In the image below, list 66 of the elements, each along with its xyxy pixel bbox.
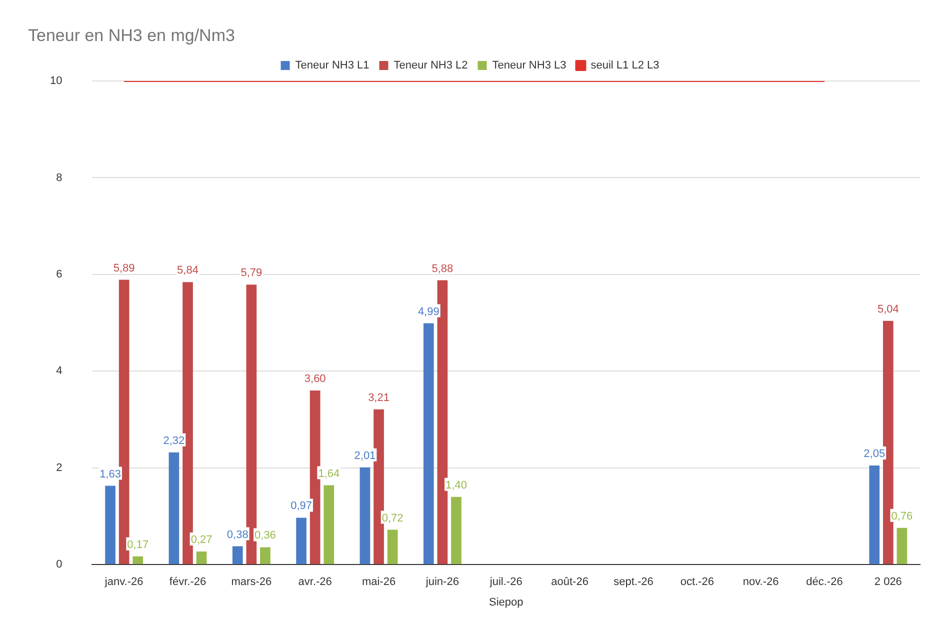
bar — [132, 556, 144, 564]
bar — [182, 282, 193, 564]
x-tick-label: févr.-26 — [169, 576, 206, 588]
data-label: 0,97 — [290, 500, 312, 512]
y-tick-label: 4 — [56, 365, 62, 378]
data-label: 2,05 — [864, 448, 886, 460]
bar — [296, 518, 306, 564]
bar — [896, 528, 908, 564]
legend-label: Teneur NH3 L2 — [394, 60, 468, 72]
x-tick-label: avr.-26 — [298, 576, 332, 588]
legend-label: Teneur NH3 L3 — [492, 60, 566, 72]
data-label: 1,40 — [446, 479, 467, 492]
data-label: 2,01 — [354, 450, 376, 462]
x-tick-label: sept.-26 — [614, 576, 654, 588]
bar — [437, 280, 448, 564]
bar — [232, 546, 243, 564]
x-tick-label: déc.-26 — [806, 576, 843, 588]
data-label: 3,60 — [304, 373, 326, 386]
y-tick-label: 8 — [56, 172, 62, 184]
bar — [310, 390, 320, 564]
y-tick-label: 0 — [56, 558, 62, 571]
data-label: 0,36 — [254, 530, 276, 542]
data-label: 0,27 — [190, 534, 212, 546]
x-tick-label: mars-26 — [231, 576, 272, 588]
legend-label: seuil L1 L2 L3 — [590, 60, 660, 72]
data-label: 0,76 — [891, 510, 913, 522]
data-label: 0,17 — [127, 538, 149, 551]
data-label: 5,88 — [432, 262, 454, 275]
data-label: 2,32 — [163, 434, 185, 447]
data-label: 1,64 — [318, 468, 340, 480]
x-tick-label: 2 026 — [874, 576, 902, 588]
data-label: 0,38 — [226, 528, 248, 541]
x-tick-label: juin-26 — [424, 576, 459, 588]
chart-title: Teneur en NH3 en mg/Nm3 — [28, 26, 235, 46]
bar — [360, 467, 370, 564]
bar — [374, 409, 384, 564]
x-axis-title: Siepop — [488, 596, 524, 608]
bar — [451, 496, 462, 564]
bar — [869, 465, 880, 564]
bar — [105, 486, 116, 564]
bar — [118, 280, 130, 564]
x-tick-label: janv.-26 — [104, 576, 144, 588]
data-label: 1,63 — [100, 468, 121, 480]
data-label: 5,89 — [113, 262, 135, 274]
bar — [246, 284, 257, 564]
bar — [260, 547, 270, 564]
bar — [196, 552, 207, 564]
bar — [168, 452, 180, 564]
x-tick-label: nov.-26 — [742, 576, 779, 588]
legend-label: Teneur NH3 L1 — [295, 60, 370, 72]
x-tick-label: oct.-26 — [680, 576, 714, 588]
data-label: 3,21 — [368, 392, 390, 404]
y-tick-label: 6 — [56, 268, 62, 280]
bar — [423, 323, 434, 564]
data-label: 0,72 — [382, 512, 404, 524]
x-tick-label: août-26 — [551, 576, 588, 588]
data-label: 5,04 — [877, 303, 899, 316]
data-label: 5,84 — [177, 264, 198, 277]
y-tick-label: 10 — [50, 75, 62, 88]
bar — [387, 530, 398, 564]
data-label: 4,99 — [418, 306, 440, 318]
x-tick-label: juil.-26 — [488, 576, 522, 588]
bar — [324, 485, 334, 564]
x-tick-label: mai-26 — [362, 576, 396, 588]
data-label: 5,79 — [240, 267, 262, 280]
y-tick-label: 2 — [56, 462, 62, 474]
